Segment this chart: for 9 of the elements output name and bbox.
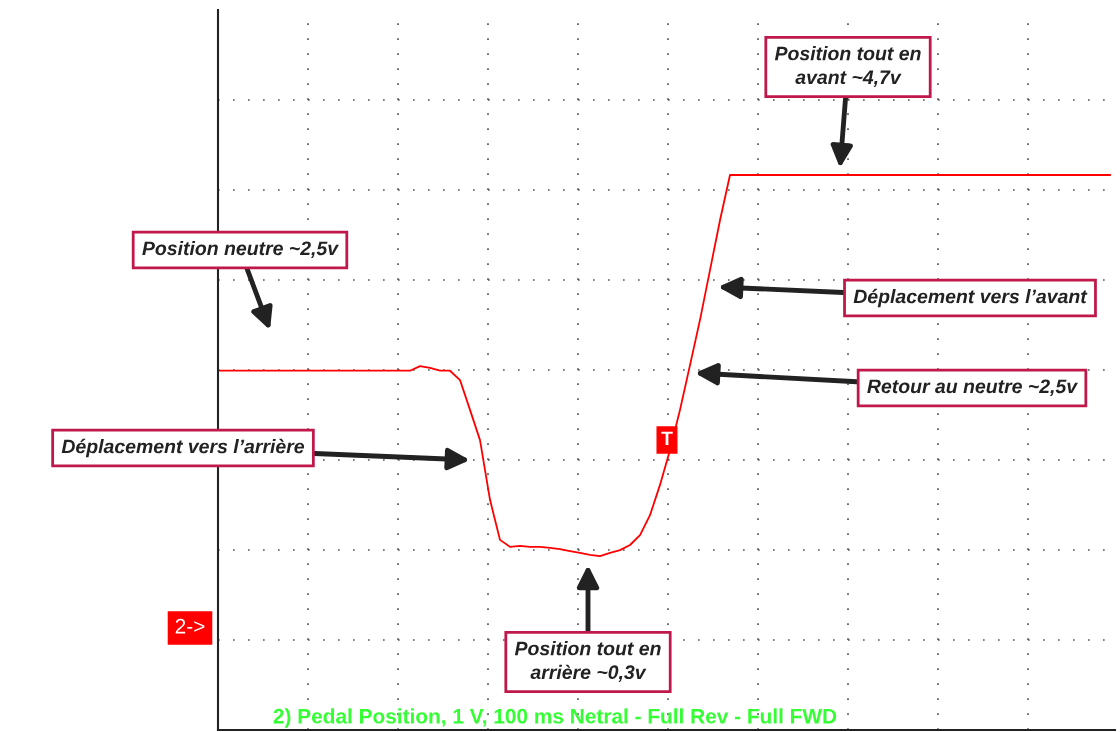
text: Position tout en avant ~4,7v bbox=[774, 46, 921, 87]
annotation: Position neutre ~2,5v bbox=[142, 240, 339, 259]
text: 2) Pedal Position, 1 V, 100 ms Netral - Full Rev - Full FWD bbox=[273, 708, 837, 728]
annotation: Déplacement vers l’avant bbox=[853, 288, 1088, 308]
annotation: Retour au neutre ~2,5v bbox=[867, 379, 1078, 397]
annotation: T bbox=[661, 431, 673, 446]
text: Position tout en arrière ~0,3v bbox=[514, 641, 661, 682]
annotation: Déplacement vers l’arrière bbox=[61, 438, 305, 458]
text: 2-> bbox=[175, 618, 205, 634]
